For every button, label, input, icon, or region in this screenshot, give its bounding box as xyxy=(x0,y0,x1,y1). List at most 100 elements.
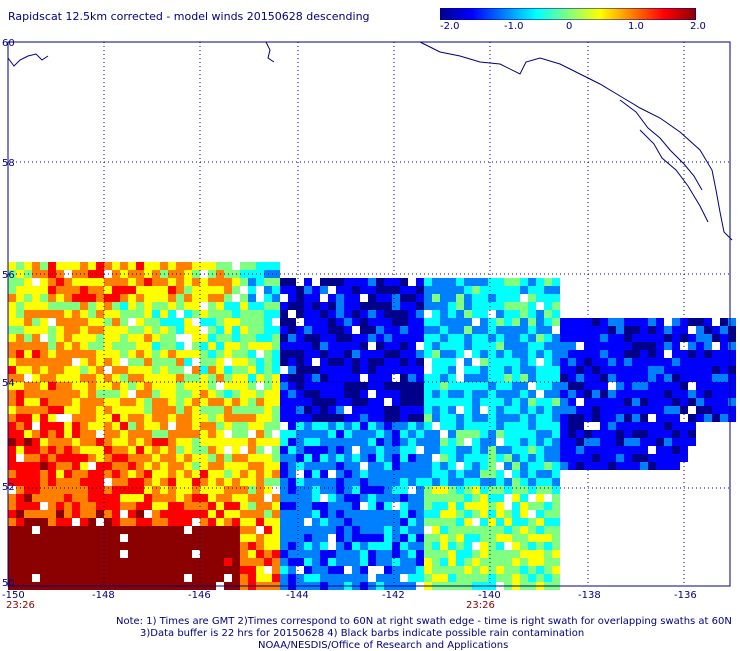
wind-cell xyxy=(248,526,256,534)
wind-cell xyxy=(456,382,464,390)
wind-cell xyxy=(80,446,88,454)
wind-cell xyxy=(304,398,312,406)
wind-cell xyxy=(512,526,520,534)
lat-label-50: 50 xyxy=(2,578,15,589)
wind-cell xyxy=(488,574,496,582)
wind-cell xyxy=(72,422,80,430)
wind-cell xyxy=(392,518,400,526)
wind-cell xyxy=(448,390,456,398)
wind-cell xyxy=(176,318,184,326)
wind-cell xyxy=(32,414,40,422)
wind-cell xyxy=(336,446,344,454)
wind-cell xyxy=(112,502,120,510)
wind-cell xyxy=(368,486,376,494)
wind-cell xyxy=(304,462,312,470)
wind-cell xyxy=(384,294,392,302)
wind-cell xyxy=(208,486,216,494)
wind-cell xyxy=(520,478,528,486)
wind-cell xyxy=(648,422,656,430)
wind-cell xyxy=(624,390,632,398)
wind-cell xyxy=(272,414,280,422)
wind-cell xyxy=(160,486,168,494)
wind-cell xyxy=(512,278,520,286)
wind-cell xyxy=(544,326,552,334)
wind-cell xyxy=(568,390,576,398)
wind-cell xyxy=(64,390,72,398)
wind-cell xyxy=(456,470,464,478)
wind-cell xyxy=(40,318,48,326)
wind-cell xyxy=(480,526,488,534)
wind-cell xyxy=(400,286,408,294)
wind-cell xyxy=(176,294,184,302)
wind-cell xyxy=(528,462,536,470)
wind-cell xyxy=(664,374,672,382)
wind-cell xyxy=(24,294,32,302)
wind-cell xyxy=(72,334,80,342)
wind-cell xyxy=(328,326,336,334)
wind-cell xyxy=(352,414,360,422)
wind-cell xyxy=(176,462,184,470)
wind-cell xyxy=(440,398,448,406)
wind-cell xyxy=(560,326,568,334)
wind-cell xyxy=(376,494,384,502)
wind-cell xyxy=(120,566,128,574)
wind-cell xyxy=(496,510,504,518)
wind-cell xyxy=(256,534,264,542)
wind-cell xyxy=(184,318,192,326)
wind-cell xyxy=(312,510,320,518)
wind-cell xyxy=(496,470,504,478)
wind-cell xyxy=(248,462,256,470)
wind-cell xyxy=(312,342,320,350)
wind-cell xyxy=(112,406,120,414)
wind-cell xyxy=(88,358,96,366)
wind-cell xyxy=(248,334,256,342)
wind-cell xyxy=(128,302,136,310)
wind-cell xyxy=(136,342,144,350)
wind-cell xyxy=(64,342,72,350)
wind-cell xyxy=(40,302,48,310)
wind-cell xyxy=(616,462,624,470)
wind-cell xyxy=(184,294,192,302)
wind-cell xyxy=(512,286,520,294)
wind-cell xyxy=(176,494,184,502)
wind-cell xyxy=(624,334,632,342)
wind-cell xyxy=(32,518,40,526)
wind-cell xyxy=(288,518,296,526)
wind-cell xyxy=(504,518,512,526)
wind-cell xyxy=(552,526,560,534)
wind-cell xyxy=(712,382,720,390)
wind-cell xyxy=(192,310,200,318)
wind-cell xyxy=(40,358,48,366)
wind-cell xyxy=(672,422,680,430)
wind-cell xyxy=(288,294,296,302)
wind-cell xyxy=(656,438,664,446)
wind-cell xyxy=(312,558,320,566)
wind-cell xyxy=(416,406,424,414)
wind-cell xyxy=(400,550,408,558)
wind-cell xyxy=(320,278,328,286)
wind-cell xyxy=(168,454,176,462)
wind-cell xyxy=(40,462,48,470)
wind-cell xyxy=(24,558,32,566)
wind-cell xyxy=(24,446,32,454)
wind-cell xyxy=(440,566,448,574)
wind-cell xyxy=(696,374,704,382)
wind-cell xyxy=(472,438,480,446)
wind-cell xyxy=(136,318,144,326)
wind-cell xyxy=(328,446,336,454)
wind-cell xyxy=(240,502,248,510)
wind-cell xyxy=(512,358,520,366)
wind-cell xyxy=(208,262,216,270)
wind-cell xyxy=(616,406,624,414)
wind-cell xyxy=(128,422,136,430)
wind-cell xyxy=(600,334,608,342)
wind-cell xyxy=(376,534,384,542)
wind-cell xyxy=(192,574,200,582)
wind-cell xyxy=(136,574,144,582)
wind-cell xyxy=(16,430,24,438)
wind-cell xyxy=(616,398,624,406)
wind-cell xyxy=(480,454,488,462)
wind-cell xyxy=(240,374,248,382)
wind-cell xyxy=(520,518,528,526)
wind-cell xyxy=(280,510,288,518)
